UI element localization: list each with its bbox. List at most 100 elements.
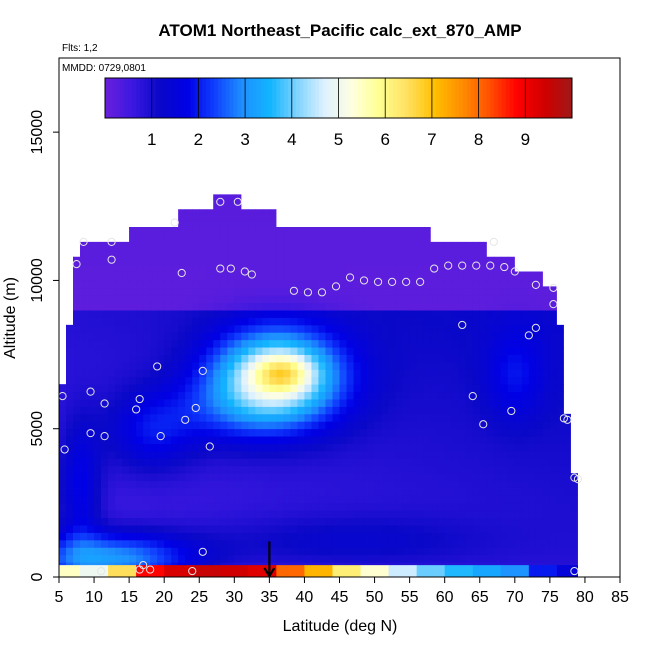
heatmap-cell [108,347,116,355]
heatmap-cell [472,384,481,393]
heatmap-cell [465,265,474,274]
heatmap-cell [514,525,523,533]
heatmap-cell [115,428,123,437]
heatmap-cell [150,295,158,304]
heatmap-cell [220,235,228,244]
heatmap-cell [493,428,502,437]
heatmap-cell [227,258,235,266]
heatmap-cell [255,517,263,526]
heatmap-cell [276,532,284,541]
heatmap-cell [87,243,95,252]
heatmap-cell [164,488,172,496]
heatmap-cell [542,324,551,333]
heatmap-cell [458,421,467,430]
heatmap-cell [451,539,460,548]
heatmap-cell [276,228,284,237]
heatmap-cell [241,406,249,415]
colorbar-segment [198,78,203,118]
heatmap-cell [150,436,158,444]
heatmap-cell [332,384,340,393]
heatmap-cell [171,421,179,430]
heatmap-cell [367,465,375,474]
heatmap-cell [171,443,179,452]
heatmap-cell [367,354,375,363]
heatmap-cell [374,480,382,489]
heatmap-cell [444,421,453,430]
heatmap-cell [150,391,158,400]
heatmap-cell [101,465,109,474]
heatmap-cell [416,502,425,511]
heatmap-cell [297,480,305,489]
colorbar-segment [513,78,519,118]
heatmap-cell [528,480,537,489]
heatmap-cell [437,443,446,452]
heatmap-cell [171,413,179,422]
heatmap-cell [269,258,277,266]
heatmap-cell [87,324,95,333]
heatmap-cell [556,488,565,496]
heatmap-cell [227,235,235,244]
heatmap-cell [108,376,116,385]
heatmap-cell [493,406,502,415]
heatmap-cell [409,310,418,318]
heatmap-cell [528,399,537,407]
heatmap-cell [556,502,565,511]
heatmap-cell [451,310,460,318]
flight-point [135,565,144,574]
heatmap-cell [500,473,509,482]
heatmap-cell [507,302,516,311]
heatmap-cell [549,554,558,563]
heatmap-cell [318,354,326,363]
heatmap-cell [549,369,558,378]
heatmap-cell [549,465,558,474]
heatmap-cell [325,354,333,363]
heatmap-cell [521,532,530,541]
heatmap-cell [80,421,88,430]
heatmap-cell [423,235,432,244]
heatmap-cell [549,324,558,333]
heatmap-cell [269,302,277,311]
colorbar-segment [136,78,141,118]
heatmap-cell [563,510,572,519]
heatmap-cell [430,310,439,318]
heatmap-cell [73,554,81,563]
heatmap-cell [318,436,326,444]
heatmap-cell [248,206,256,215]
heatmap-cell [297,280,305,289]
heatmap-cell [430,428,439,437]
heatmap-cell [66,473,74,482]
heatmap-cell [332,502,340,511]
heatmap-cell [269,376,277,385]
heatmap-cell [311,273,319,281]
flight-point [60,445,69,454]
heatmap-cell [234,421,242,430]
heatmap-cell [437,539,446,548]
heatmap-cell [234,399,242,407]
heatmap-cell [157,547,165,556]
heatmap-cell [346,421,354,430]
heatmap-cell [430,525,439,533]
heatmap-cell [402,280,411,289]
heatmap-cell [150,317,158,326]
heatmap-cell [129,280,137,289]
heatmap-cell [360,302,368,311]
heatmap-cell [346,384,354,393]
heatmap-cell [66,384,74,393]
flight-point [79,237,88,246]
heatmap-cell [332,339,340,348]
heatmap-cell [80,488,88,496]
heatmap-cell [108,421,116,430]
heatmap-cell [108,450,116,459]
heatmap-cell [528,450,537,459]
heatmap-cell [402,273,411,281]
heatmap-cell [171,428,179,437]
heatmap-cell [332,324,340,333]
heatmap-cell [535,273,544,281]
heatmap-cell [255,436,263,444]
heatmap-cell [73,332,81,341]
heatmap-cell [234,265,242,274]
heatmap-cell [115,450,123,459]
heatmap-cell [514,502,523,511]
heatmap-cell [136,532,144,541]
